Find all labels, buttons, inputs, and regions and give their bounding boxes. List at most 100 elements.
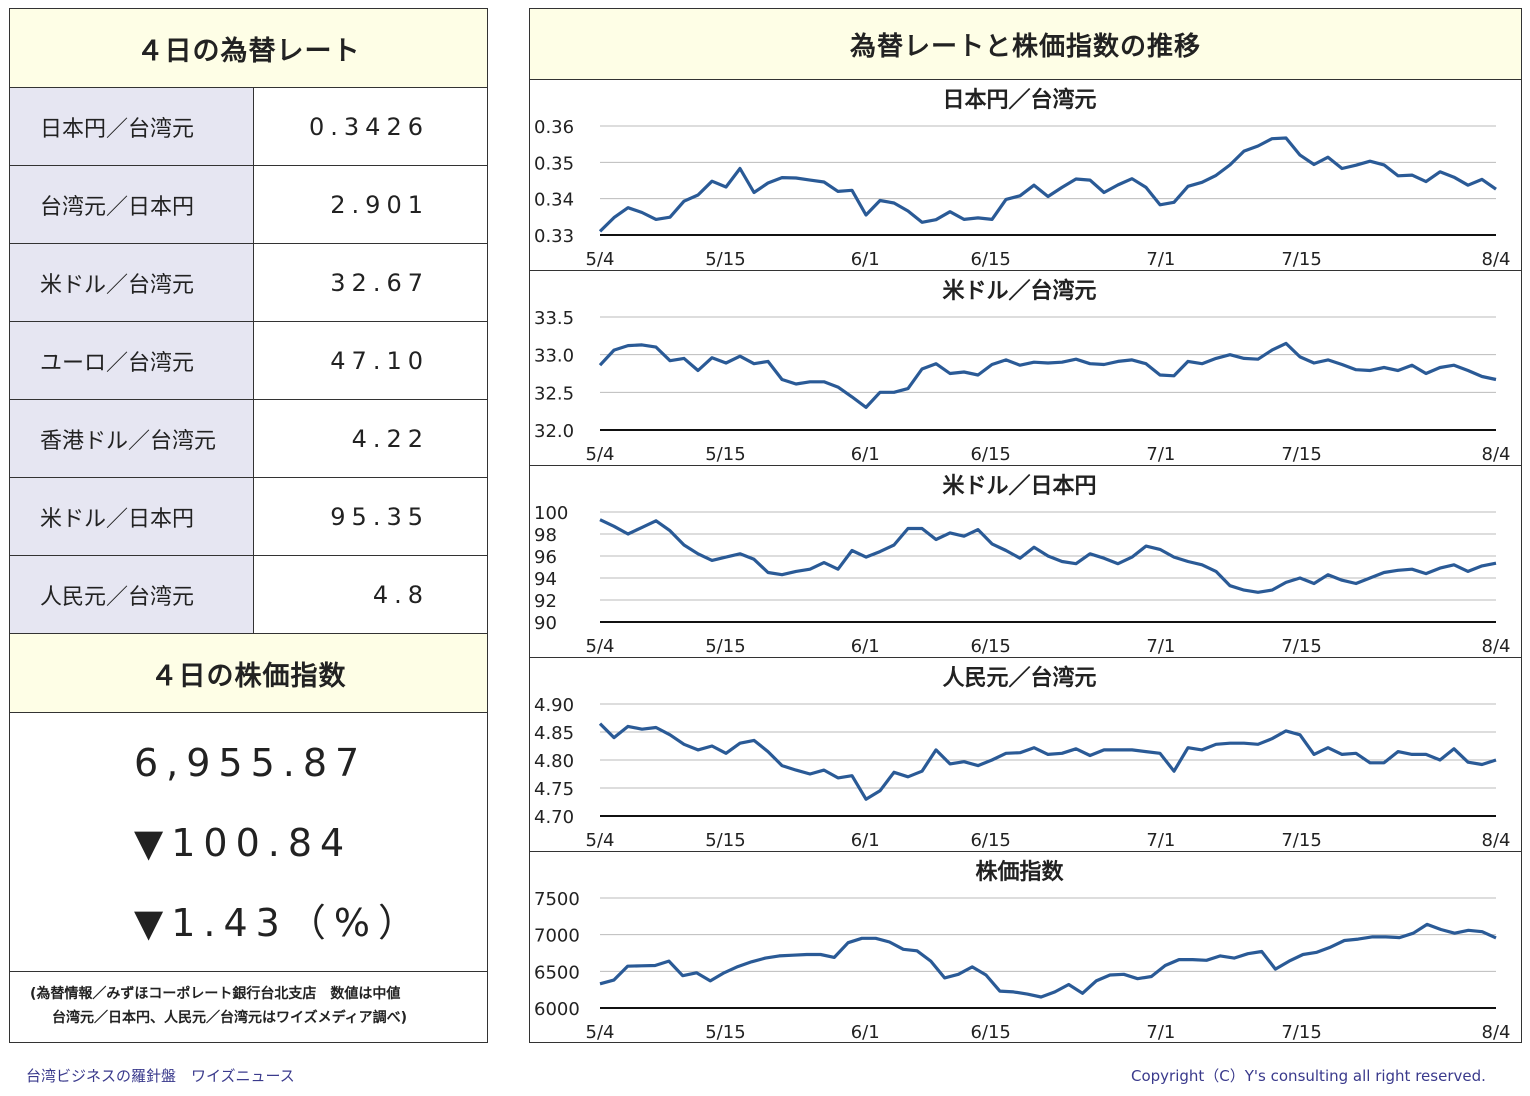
rates-title: ４日の為替レート [10, 9, 487, 88]
x-tick-label: 6/15 [970, 1022, 1010, 1043]
source-note: (為替情報／みずほコーポレート銀行台北支店 数値は中値 台湾元／日本円、人民元／… [10, 972, 487, 1030]
y-tick-label: 100 [534, 503, 568, 524]
x-tick-label: 6/1 [851, 830, 880, 851]
x-tick-label: 7/15 [1281, 830, 1321, 851]
x-tick-label: 7/15 [1281, 444, 1321, 465]
y-tick-label: 4.75 [534, 779, 574, 800]
x-tick-label: 8/4 [1482, 249, 1511, 270]
rate-row: 日本円／台湾元 0.3426 [10, 88, 487, 166]
y-tick-label: 94 [534, 569, 557, 590]
x-tick-label: 8/4 [1482, 830, 1511, 851]
rate-label: 日本円／台湾元 [10, 88, 254, 165]
line-chart: 日本円／台湾元 0.36 0.35 0.34 0.33 5/4 5/15 6/1 6/15 7/1… [534, 87, 1511, 270]
series-line [598, 341, 1497, 409]
rate-value: 47.10 [330, 346, 429, 375]
charts-area: 日本円／台湾元 0.36 0.35 0.34 0.33 5/4 5/15 6/1 6/15 7/1… [530, 80, 1521, 1044]
stock-value: 6,955.87 [134, 741, 368, 785]
line-chart: 株価指数 7500 7000 6500 6000 5/4 5/15 6/1 6/15 7/1 7/1… [534, 859, 1511, 1043]
chart-panel: 米ドル／台湾元 33.5 33.0 32.5 32.0 5/4 5/15 6/1 6/15 7/1… [530, 271, 1521, 466]
x-tick-label: 5/15 [705, 249, 745, 270]
chart-title: 人民元／台湾元 [942, 665, 1096, 691]
x-tick-label: 6/1 [851, 249, 880, 270]
x-tick-label: 7/15 [1281, 1022, 1321, 1043]
x-tick-label: 7/1 [1146, 249, 1175, 270]
stock-block: 6,955.87 ▼100.84 ▼1.43（%） [10, 713, 487, 972]
chart-title: 米ドル／日本円 [942, 474, 1096, 499]
x-tick-label: 5/4 [586, 636, 615, 657]
rate-label: 米ドル／台湾元 [10, 244, 254, 321]
rate-label: 香港ドル／台湾元 [10, 400, 254, 477]
rate-row: 台湾元／日本円 2.901 [10, 166, 487, 244]
x-tick-label: 6/1 [851, 444, 880, 465]
x-tick-label: 5/4 [586, 444, 615, 465]
stock-title: ４日の株価指数 [10, 634, 487, 713]
y-tick-label: 96 [534, 547, 557, 568]
y-tick-label: 33.5 [534, 308, 574, 329]
rate-value: 95.35 [330, 502, 429, 531]
source-note-line2: 台湾元／日本円、人民元／台湾元はワイズメディア調べ) [52, 1010, 407, 1026]
source-note-line1: (為替情報／みずほコーポレート銀行台北支店 数値は中値 [30, 986, 401, 1002]
y-tick-label: 32.0 [534, 421, 574, 442]
x-tick-label: 6/15 [970, 249, 1010, 270]
y-tick-label: 6000 [534, 999, 580, 1020]
chart-title: 米ドル／台湾元 [942, 278, 1096, 304]
chart-title: 日本円／台湾元 [942, 87, 1096, 113]
x-tick-label: 5/4 [586, 249, 615, 270]
rate-row: 香港ドル／台湾元 4.22 [10, 400, 487, 478]
rate-label: 台湾元／日本円 [10, 166, 254, 243]
x-tick-label: 6/15 [970, 830, 1010, 851]
rate-value: 32.67 [330, 268, 429, 297]
rate-row: 人民元／台湾元 4.8 [10, 556, 487, 634]
rate-label: ユーロ／台湾元 [10, 322, 254, 399]
rate-label: 人民元／台湾元 [10, 556, 254, 633]
rate-value: 4.22 [351, 424, 429, 453]
y-tick-label: 4.90 [534, 695, 574, 716]
y-tick-label: 0.33 [534, 226, 574, 247]
chart-title: 株価指数 [975, 859, 1064, 885]
left-panel: ４日の為替レート 日本円／台湾元 0.3426 台湾元／日本円 2.901 米ドル／台湾… [9, 8, 488, 1043]
stock-change: ▼100.84 [134, 821, 353, 865]
x-tick-label: 5/4 [586, 1022, 615, 1043]
y-tick-label: 0.35 [534, 153, 574, 174]
chart-panel: 人民元／台湾元 4.90 4.85 4.80 4.75 4.70 5/4 5/15 6/1 6/1… [530, 658, 1521, 852]
x-tick-label: 5/15 [705, 830, 745, 851]
x-tick-label: 6/15 [970, 636, 1010, 657]
x-tick-label: 8/4 [1482, 1022, 1511, 1043]
rate-value: 0.3426 [309, 112, 429, 141]
rate-label: 米ドル／日本円 [10, 478, 254, 555]
x-tick-label: 6/1 [851, 636, 880, 657]
line-chart: 人民元／台湾元 4.90 4.85 4.80 4.75 4.70 5/4 5/15 6/1 6/1… [534, 665, 1511, 851]
x-tick-label: 8/4 [1482, 636, 1511, 657]
x-tick-label: 7/15 [1281, 249, 1321, 270]
footer-copyright: Copyright（C）Y's consulting all right res… [1131, 1067, 1486, 1085]
line-chart: 米ドル／台湾元 33.5 33.0 32.5 32.0 5/4 5/15 6/1 6/15 7/1… [534, 278, 1511, 465]
series-line [598, 722, 1497, 801]
rates-table: 日本円／台湾元 0.3426 台湾元／日本円 2.901 米ドル／台湾元 32.67 ユーロ… [10, 88, 487, 634]
charts-title: 為替レートと株価指数の推移 [530, 9, 1521, 80]
rate-row: 米ドル／日本円 95.35 [10, 478, 487, 556]
x-tick-label: 7/1 [1146, 636, 1175, 657]
x-tick-label: 7/1 [1146, 444, 1175, 465]
chart-panel: 株価指数 7500 7000 6500 6000 5/4 5/15 6/1 6/15 7/1 7/1… [530, 852, 1521, 1044]
x-tick-label: 5/15 [705, 636, 745, 657]
x-tick-label: 5/15 [705, 1022, 745, 1043]
y-tick-label: 7000 [534, 926, 580, 947]
y-tick-label: 4.85 [534, 723, 574, 744]
x-tick-label: 5/4 [586, 830, 615, 851]
x-tick-label: 6/1 [851, 1022, 880, 1043]
y-tick-label: 0.36 [534, 117, 574, 138]
x-tick-label: 8/4 [1482, 444, 1511, 465]
y-tick-label: 33.0 [534, 346, 574, 367]
y-tick-label: 7500 [534, 889, 580, 910]
series-line [599, 922, 1497, 999]
y-tick-label: 90 [534, 613, 557, 634]
x-tick-label: 6/15 [970, 444, 1010, 465]
x-tick-label: 7/15 [1281, 636, 1321, 657]
right-panel: 為替レートと株価指数の推移 日本円／台湾元 0.36 0.35 0.34 0.33 5/4… [529, 8, 1522, 1043]
footer-left: 台湾ビジネスの羅針盤 ワイズニュース [26, 1067, 295, 1085]
y-tick-label: 92 [534, 591, 557, 612]
rate-row: ユーロ／台湾元 47.10 [10, 322, 487, 400]
y-tick-label: 32.5 [534, 383, 574, 404]
series-line [598, 136, 1497, 233]
